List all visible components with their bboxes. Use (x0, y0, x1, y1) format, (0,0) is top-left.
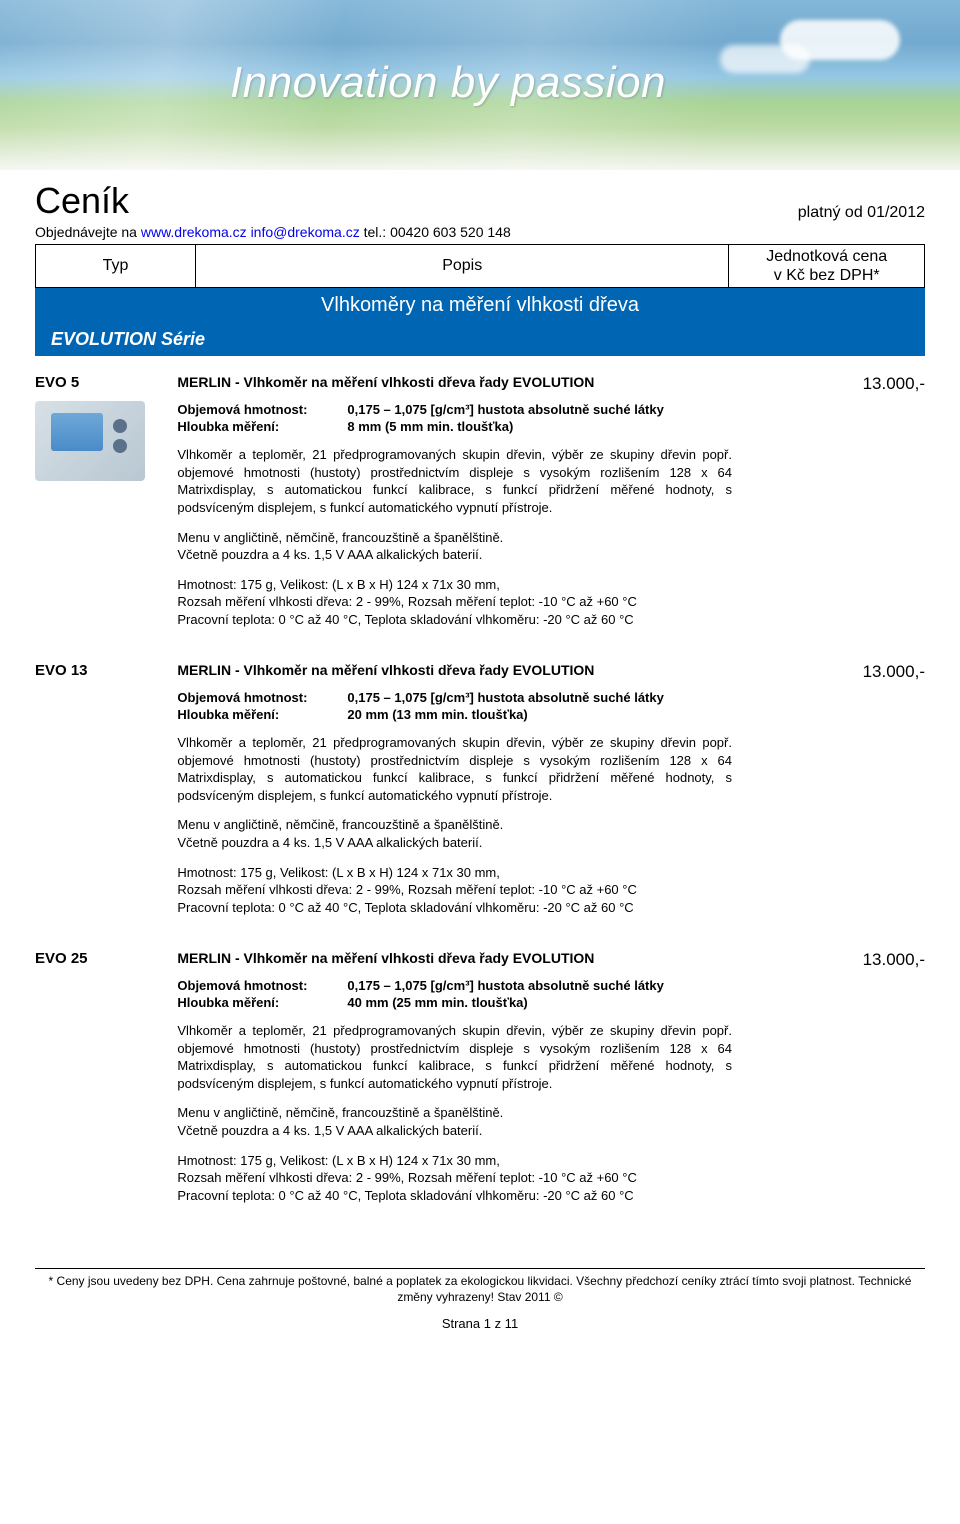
product-paragraph: Vlhkoměr a teploměr, 21 předprogramovaný… (177, 734, 732, 804)
col-header-popis: Popis (196, 245, 729, 288)
product-price: 13.000,- (747, 374, 925, 640)
spec-label: Objemová hmotnost: (177, 402, 347, 417)
section-title-bar: Vlhkoměry na měření vlhkosti dřeva (35, 288, 925, 323)
spec-density: Objemová hmotnost:0,175 – 1,075 [g/cm³] … (177, 978, 732, 993)
spec-depth: Hloubka měření:8 mm (5 mm min. tloušťka) (177, 419, 732, 434)
page-title: Ceník (35, 180, 129, 222)
spec-value: 20 mm (13 mm min. tloušťka) (347, 707, 527, 722)
product-title: MERLIN - Vlhkoměr na měření vlhkosti dře… (177, 662, 732, 678)
product-row: EVO 25 MERLIN - Vlhkoměr na měření vlhkos… (35, 950, 925, 1216)
product-paragraph: Hmotnost: 175 g, Velikost: (L x B x H) 1… (177, 576, 732, 629)
spec-value: 0,175 – 1,075 [g/cm³] hustota absolutně … (347, 978, 663, 993)
product-row: EVO 5 MERLIN - Vlhkoměr na měření vlhkost… (35, 374, 925, 640)
product-title: MERLIN - Vlhkoměr na měření vlhkosti dře… (177, 374, 732, 390)
spec-value: 8 mm (5 mm min. tloušťka) (347, 419, 513, 434)
product-paragraph: Menu v angličtině, němčině, francouzštin… (177, 1104, 732, 1139)
order-site-link[interactable]: www.drekoma.cz (141, 224, 247, 240)
series-bar: EVOLUTION Série (35, 323, 925, 356)
col-header-cena: Jednotková cena v Kč bez DPH* (729, 245, 925, 288)
spec-label: Hloubka měření: (177, 995, 347, 1010)
cena-line1: Jednotková cena (766, 248, 887, 265)
spec-value: 40 mm (25 mm min. tloušťka) (347, 995, 527, 1010)
product-description-col: MERLIN - Vlhkoměr na měření vlhkosti dře… (177, 374, 747, 640)
banner-cloud (720, 45, 810, 73)
product-paragraph: Vlhkoměr a teploměr, 21 předprogramovaný… (177, 1022, 732, 1092)
product-code: EVO 5 (35, 374, 167, 391)
spec-label: Hloubka měření: (177, 707, 347, 722)
product-paragraph: Menu v angličtině, němčině, francouzštin… (177, 529, 732, 564)
spec-depth: Hloubka měření:20 mm (13 mm min. tloušťk… (177, 707, 732, 722)
footer-disclaimer: * Ceny jsou uvedeny bez DPH. Cena zahrnu… (35, 1268, 925, 1305)
spec-label: Objemová hmotnost: (177, 690, 347, 705)
product-code: EVO 13 (35, 662, 167, 679)
order-line: Objednávejte na www.drekoma.cz info@drek… (35, 224, 925, 240)
order-prefix: Objednávejte na (35, 224, 141, 240)
product-row: EVO 13 MERLIN - Vlhkoměr na měření vlhkos… (35, 662, 925, 928)
product-title: MERLIN - Vlhkoměr na měření vlhkosti dře… (177, 950, 732, 966)
page-content: Ceník platný od 01/2012 Objednávejte na … (0, 170, 960, 1258)
product-paragraph: Hmotnost: 175 g, Velikost: (L x B x H) 1… (177, 864, 732, 917)
spec-density: Objemová hmotnost:0,175 – 1,075 [g/cm³] … (177, 402, 732, 417)
spec-label: Objemová hmotnost: (177, 978, 347, 993)
product-paragraph: Hmotnost: 175 g, Velikost: (L x B x H) 1… (177, 1152, 732, 1205)
title-row: Ceník platný od 01/2012 (35, 180, 925, 222)
spec-label: Hloubka měření: (177, 419, 347, 434)
order-email-link[interactable]: info@drekoma.cz (251, 224, 360, 240)
banner-tagline: Innovation by passion (230, 58, 666, 108)
spec-density: Objemová hmotnost:0,175 – 1,075 [g/cm³] … (177, 690, 732, 705)
spec-value: 0,175 – 1,075 [g/cm³] hustota absolutně … (347, 402, 663, 417)
product-description-col: MERLIN - Vlhkoměr na měření vlhkosti dře… (177, 950, 747, 1216)
product-paragraph: Menu v angličtině, němčině, francouzštin… (177, 816, 732, 851)
hero-banner: Innovation by passion (0, 0, 960, 170)
product-description-col: MERLIN - Vlhkoměr na měření vlhkosti dře… (177, 662, 747, 928)
product-price: 13.000,- (747, 950, 925, 1216)
product-left-col: EVO 13 (35, 662, 177, 928)
spec-depth: Hloubka měření:40 mm (25 mm min. tloušťk… (177, 995, 732, 1010)
product-left-col: EVO 25 (35, 950, 177, 1216)
valid-from: platný od 01/2012 (798, 204, 925, 222)
product-paragraph: Vlhkoměr a teploměr, 21 předprogramovaný… (177, 446, 732, 516)
page-number: Strana 1 z 11 (0, 1316, 960, 1346)
products-container: EVO 5 MERLIN - Vlhkoměr na měření vlhkost… (35, 374, 925, 1216)
product-image (35, 401, 145, 481)
product-left-col: EVO 5 (35, 374, 177, 640)
product-price: 13.000,- (747, 662, 925, 928)
column-header-table: Typ Popis Jednotková cena v Kč bez DPH* (35, 244, 925, 288)
spec-value: 0,175 – 1,075 [g/cm³] hustota absolutně … (347, 690, 663, 705)
cena-line2: v Kč bez DPH* (774, 267, 880, 284)
order-tel: tel.: 00420 603 520 148 (360, 224, 511, 240)
product-code: EVO 25 (35, 950, 167, 967)
col-header-typ: Typ (36, 245, 196, 288)
